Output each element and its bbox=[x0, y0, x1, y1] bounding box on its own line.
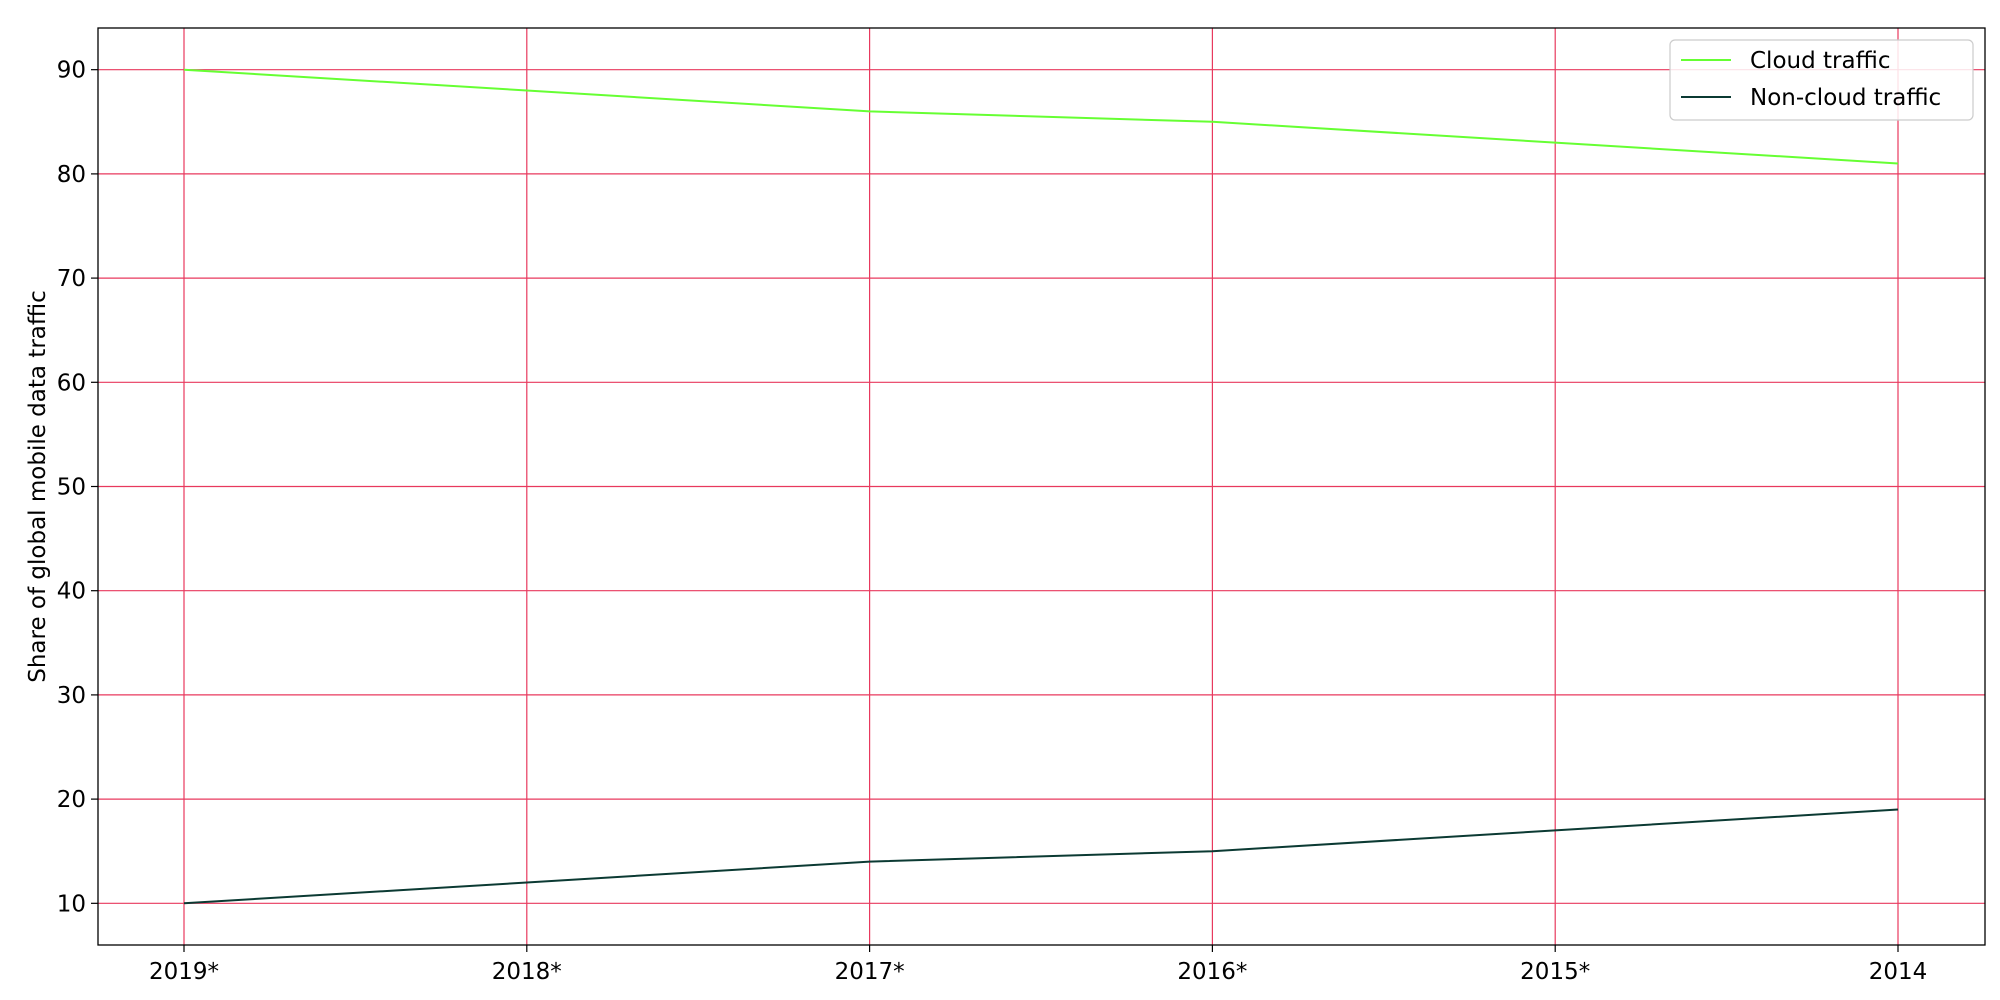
series-line-cloud-traffic bbox=[183, 68, 1899, 165]
series-line-non-cloud-traffic bbox=[183, 808, 1899, 905]
x-tick-label: 2015* bbox=[1520, 959, 1590, 985]
y-tick-label: 70 bbox=[57, 266, 86, 292]
y-tick-label: 10 bbox=[57, 891, 86, 917]
x-tick-label: 2019* bbox=[149, 959, 219, 985]
x-axis-ticks: 2019* 2018* 2017* 2016* 2015* 2014 bbox=[149, 945, 1927, 985]
legend-box bbox=[1669, 39, 1974, 121]
legend-label: Cloud traffic bbox=[1750, 48, 1890, 74]
x-tick-label: 2014 bbox=[1869, 959, 1928, 985]
y-tick-label: 50 bbox=[57, 475, 86, 501]
legend-label: Non-cloud traffic bbox=[1750, 85, 1941, 111]
y-tick-label: 20 bbox=[57, 787, 86, 813]
legend: Cloud traffic Non-cloud traffic bbox=[1669, 39, 1974, 121]
y-tick-label: 80 bbox=[57, 162, 86, 188]
y-tick-label: 60 bbox=[57, 370, 86, 396]
x-tick-label: 2017* bbox=[835, 959, 905, 985]
y-tick-label: 30 bbox=[57, 683, 86, 709]
y-tick-label: 90 bbox=[57, 58, 86, 84]
grid-lines bbox=[98, 28, 1985, 945]
y-tick-label: 40 bbox=[57, 579, 86, 605]
series-lines bbox=[183, 68, 1899, 905]
y-axis-ticks: 10 20 30 40 50 60 70 80 90 bbox=[57, 58, 98, 917]
x-tick-label: 2016* bbox=[1177, 959, 1247, 985]
y-axis-label: Share of global mobile data traffic bbox=[25, 290, 51, 683]
x-tick-label: 2018* bbox=[492, 959, 562, 985]
